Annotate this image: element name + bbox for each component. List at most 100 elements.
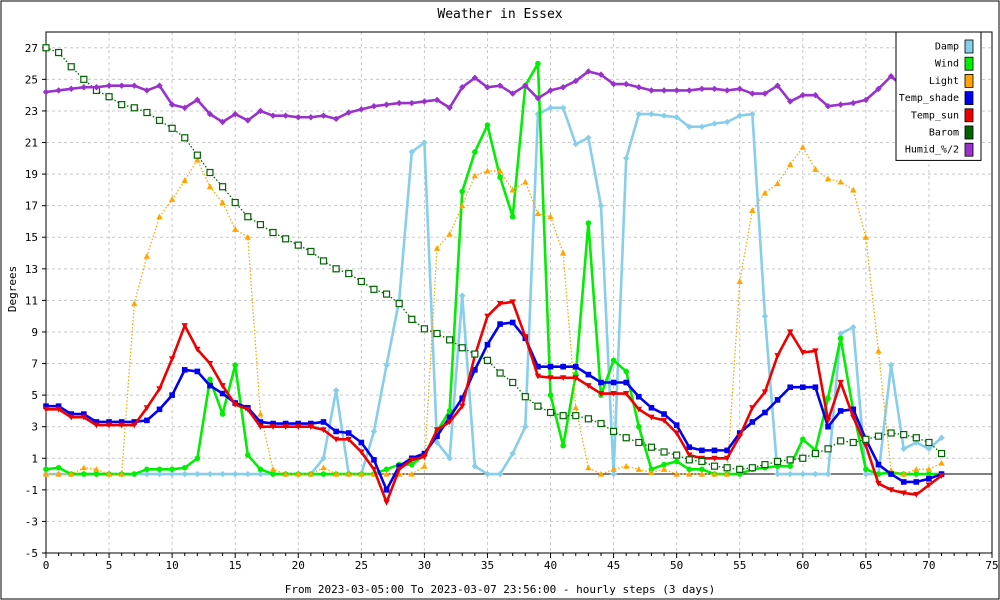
data-point [736,112,743,119]
data-point [433,329,441,338]
data-point [610,379,617,386]
y-tick-label: 15 [25,231,38,244]
data-point [484,341,491,348]
grid [45,32,993,554]
data-point [623,155,630,162]
data-point [761,460,769,469]
y-tick-label: 11 [25,294,38,307]
data-point [80,84,88,91]
data-point [459,395,466,402]
data-point [509,450,516,457]
data-point [723,87,731,94]
data-point [232,402,239,408]
data-point [370,103,378,110]
data-point [42,406,50,413]
x-tick-label: 75 [985,559,998,572]
data-point [408,457,415,464]
data-point [559,412,567,420]
data-point [446,104,453,111]
data-point [383,361,390,369]
data-point [181,367,188,373]
y-tick-label: 5 [31,389,38,402]
data-point [408,99,415,107]
series-temp-sun [42,299,945,506]
series-light [42,144,945,477]
data-point [459,292,466,299]
data-point [105,93,113,101]
data-point [219,390,226,397]
data-point [484,313,491,320]
data-point [925,445,933,452]
data-point [332,265,340,273]
data-point [181,104,188,111]
data-point [572,140,579,148]
data-point [270,420,276,427]
data-point [900,490,907,497]
data-point [371,457,377,463]
data-point [623,390,630,397]
legend-label: Damp [935,42,959,53]
data-point [597,390,605,397]
data-point [875,480,882,487]
y-tick-label: 7 [31,358,38,371]
data-point [710,462,719,470]
data-point [698,85,706,93]
data-point [938,473,945,479]
data-point [585,220,592,226]
data-point [900,430,908,439]
data-point [395,299,403,308]
data-point [736,278,743,285]
data-point [736,465,744,473]
data-point [660,448,668,456]
data-point [382,290,391,298]
data-point [244,117,252,124]
data-point [862,96,870,104]
data-point [585,383,592,389]
data-point [900,479,907,485]
data-point [446,455,453,462]
data-point [256,221,265,229]
data-point [219,470,226,478]
data-point [257,419,264,425]
data-point [913,471,920,477]
data-point [686,123,693,130]
data-point [282,420,289,427]
data-point [105,422,113,429]
data-point [181,464,188,471]
data-point [408,148,415,156]
data-point [547,392,554,398]
data-point [421,98,428,105]
data-point [535,60,541,67]
data-point [761,189,769,196]
data-point [546,408,555,417]
data-point [497,174,503,181]
data-point [673,87,680,94]
data-point [610,470,617,478]
data-point [535,363,541,370]
data-point [168,101,176,108]
data-point [837,335,844,342]
x-tick-label: 45 [607,559,620,572]
data-point [850,414,857,421]
data-point [206,168,214,177]
data-point [799,349,806,356]
data-point [812,166,819,172]
x-tick-label: 60 [796,559,809,572]
data-point [68,85,75,93]
data-point [660,112,668,119]
data-point [522,178,529,185]
data-point [257,107,264,115]
data-point [80,75,88,83]
data-point [484,167,491,174]
data-point [736,85,743,93]
data-point [433,427,441,434]
data-point [623,379,630,386]
data-point [913,479,920,485]
data-point [800,436,806,443]
data-point [244,406,252,413]
data-point [345,269,353,278]
data-point [358,439,365,446]
data-point [786,456,794,464]
data-point [749,90,756,97]
data-point [925,438,933,447]
